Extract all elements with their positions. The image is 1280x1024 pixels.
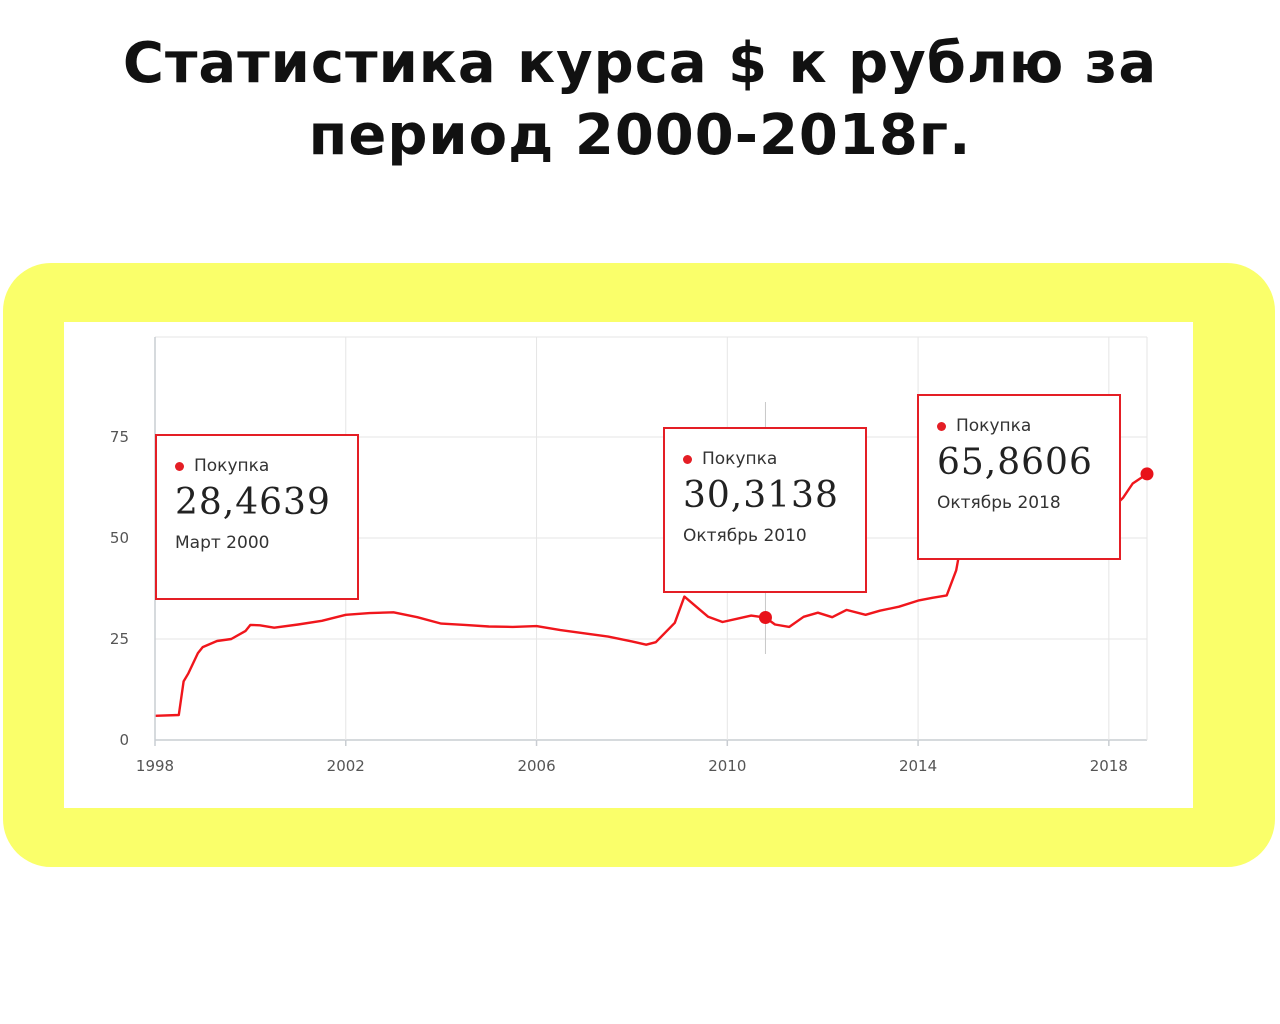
tooltip-october-2010: Покупка 30,3138 Октябрь 2010 — [663, 427, 867, 593]
tooltip-date: Октябрь 2018 — [937, 493, 1061, 513]
y-tick-label: 0 — [119, 731, 129, 749]
chart-panel: 0 25 50 75 1998 2002 2006 2010 2014 2018 Покупка … — [64, 322, 1193, 808]
tooltip-date: Март 2000 — [175, 533, 270, 553]
tooltip-value: 28,4639 — [175, 482, 331, 523]
data-point-marker-1[interactable] — [1140, 467, 1154, 481]
legend-dot-icon — [175, 461, 184, 471]
tooltip-date: Октябрь 2010 — [683, 526, 807, 546]
y-tick-label: 50 — [110, 529, 129, 547]
legend-dot-icon — [937, 421, 946, 431]
x-tick-label: 2010 — [708, 757, 746, 775]
x-tick-label: 1998 — [136, 757, 174, 775]
tooltip-october-2018: Покупка 65,8606 Октябрь 2018 — [917, 394, 1121, 560]
y-tick-label: 75 — [110, 428, 129, 446]
page-title-line-1: Статистика курса $ к рублю за — [122, 31, 1158, 96]
tooltip-series-label: Покупка — [702, 449, 778, 469]
axes: 0 25 50 75 1998 2002 2006 2010 2014 2018 — [110, 337, 1128, 775]
x-tick-label: 2018 — [1090, 757, 1128, 775]
tooltip-march-2000: Покупка 28,4639 Март 2000 — [155, 434, 359, 600]
x-tick-label: 2014 — [899, 757, 937, 775]
legend-dot-icon — [683, 454, 692, 464]
x-tick-label: 2002 — [327, 757, 365, 775]
tooltip-series-label: Покупка — [956, 416, 1032, 436]
tooltip-value: 30,3138 — [683, 475, 839, 516]
tooltip-value: 65,8606 — [937, 442, 1093, 483]
x-tick-label: 2006 — [517, 757, 555, 775]
y-tick-label: 25 — [110, 630, 129, 648]
data-point-marker-0[interactable] — [758, 611, 772, 625]
page-title: Статистика курса $ к рублю за период 200… — [0, 28, 1280, 172]
tooltip-series-label: Покупка — [194, 456, 270, 476]
page-title-line-2: период 2000-2018г. — [308, 103, 972, 168]
